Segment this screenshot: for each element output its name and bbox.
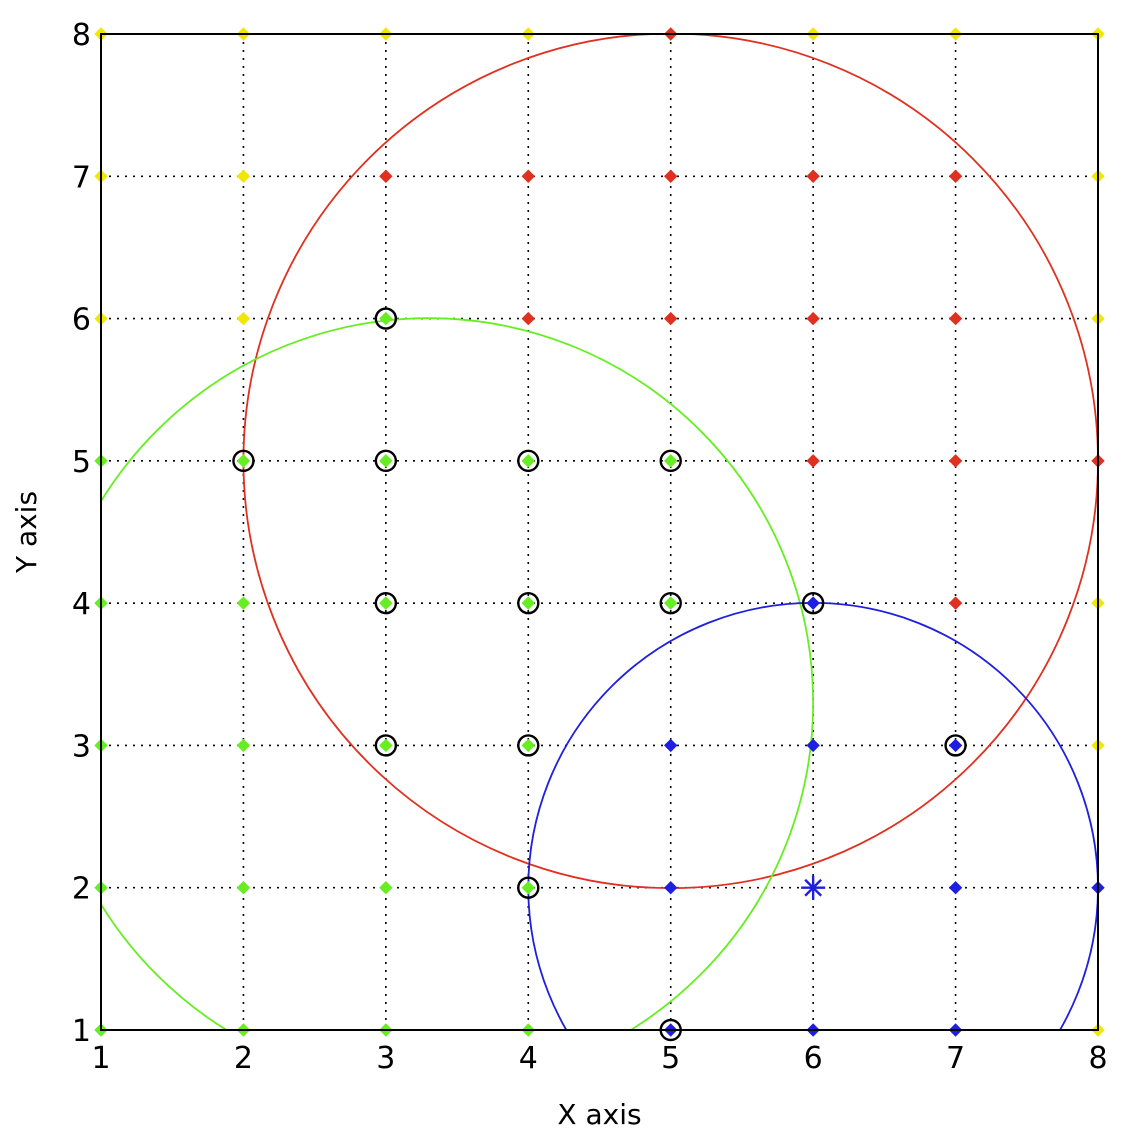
circled-point-markers: [232, 307, 967, 1042]
data-points: [94, 27, 1105, 1037]
data-point-red: [806, 169, 820, 183]
x-tick-label: 1: [91, 1041, 110, 1076]
data-point-red: [948, 169, 963, 183]
data-point-red: [806, 311, 820, 326]
circled-point-marker: [232, 449, 255, 473]
data-point-green: [236, 596, 251, 610]
centroid-star-blue: [801, 875, 826, 900]
data-point-green: [379, 454, 393, 468]
x-tick-label: 5: [661, 1041, 680, 1076]
plot-frame: [100, 33, 1099, 1031]
data-point-green: [521, 881, 535, 895]
data-point-red: [521, 169, 535, 183]
data-point-green: [521, 738, 535, 753]
data-point-red: [521, 311, 535, 326]
data-point-red: [948, 454, 963, 468]
circled-point-marker: [374, 307, 398, 330]
data-point-blue: [664, 738, 678, 753]
data-point-green: [521, 454, 535, 468]
data-point-red: [379, 169, 393, 183]
data-point-green: [379, 738, 393, 753]
circled-point-marker: [517, 591, 540, 615]
circled-point-marker: [374, 734, 398, 757]
cluster-circles: [101, 34, 1098, 1030]
cluster-circle-green: [101, 317, 814, 1030]
data-point-green: [236, 738, 251, 753]
y-tick-label: 5: [72, 445, 91, 480]
y-tick-label: 7: [72, 160, 91, 195]
y-tick-label: 2: [72, 872, 91, 907]
data-point-green: [379, 881, 393, 895]
y-tick-label: 4: [72, 587, 91, 622]
circled-point-marker: [517, 449, 540, 473]
data-point-green: [379, 596, 393, 610]
data-point-red: [664, 169, 678, 183]
y-tick-label: 8: [72, 18, 91, 53]
data-point-green: [521, 596, 535, 610]
data-point-green: [236, 881, 251, 895]
x-tick-labels: 1 2 3 4 5 6 7 8: [91, 1041, 1107, 1076]
data-point-blue: [948, 881, 963, 895]
x-tick-label: 4: [519, 1041, 538, 1076]
data-point-yellow: [236, 311, 251, 326]
circled-point-marker: [659, 591, 682, 615]
data-point-blue: [806, 738, 820, 753]
y-tick-label: 6: [72, 303, 91, 338]
x-tick-label: 6: [804, 1041, 823, 1076]
y-tick-labels: 1 2 3 4 5 6 7 8: [72, 18, 91, 1049]
data-point-green: [664, 454, 678, 468]
data-point-green: [236, 454, 251, 468]
x-tick-label: 3: [376, 1041, 395, 1076]
circled-point-marker: [944, 734, 967, 757]
data-point-blue: [806, 596, 820, 610]
x-axis-label: X axis: [557, 1098, 641, 1131]
circled-point-marker: [517, 734, 540, 757]
y-tick-label: 1: [72, 1014, 91, 1049]
data-point-red: [948, 596, 963, 610]
data-point-green: [379, 311, 393, 326]
y-axis-label: Y axis: [10, 491, 43, 574]
y-tick-label: 3: [72, 729, 91, 764]
data-point-blue: [664, 881, 678, 895]
data-point-yellow: [236, 169, 251, 183]
data-point-red: [948, 311, 963, 326]
circled-point-marker: [374, 591, 398, 615]
x-tick-label: 8: [1088, 1041, 1107, 1076]
grid-lines: [100, 33, 1099, 1031]
circled-point-marker: [659, 449, 682, 473]
circled-point-marker: [517, 876, 540, 899]
circled-point-marker: [801, 591, 825, 615]
data-point-green: [664, 596, 678, 610]
x-tick-label: 7: [946, 1041, 965, 1076]
x-tick-label: 2: [234, 1041, 253, 1076]
centroid-markers: [801, 875, 826, 900]
data-point-red: [664, 311, 678, 326]
circled-point-marker: [374, 449, 398, 473]
data-point-red: [806, 454, 820, 468]
data-point-blue: [948, 738, 963, 753]
